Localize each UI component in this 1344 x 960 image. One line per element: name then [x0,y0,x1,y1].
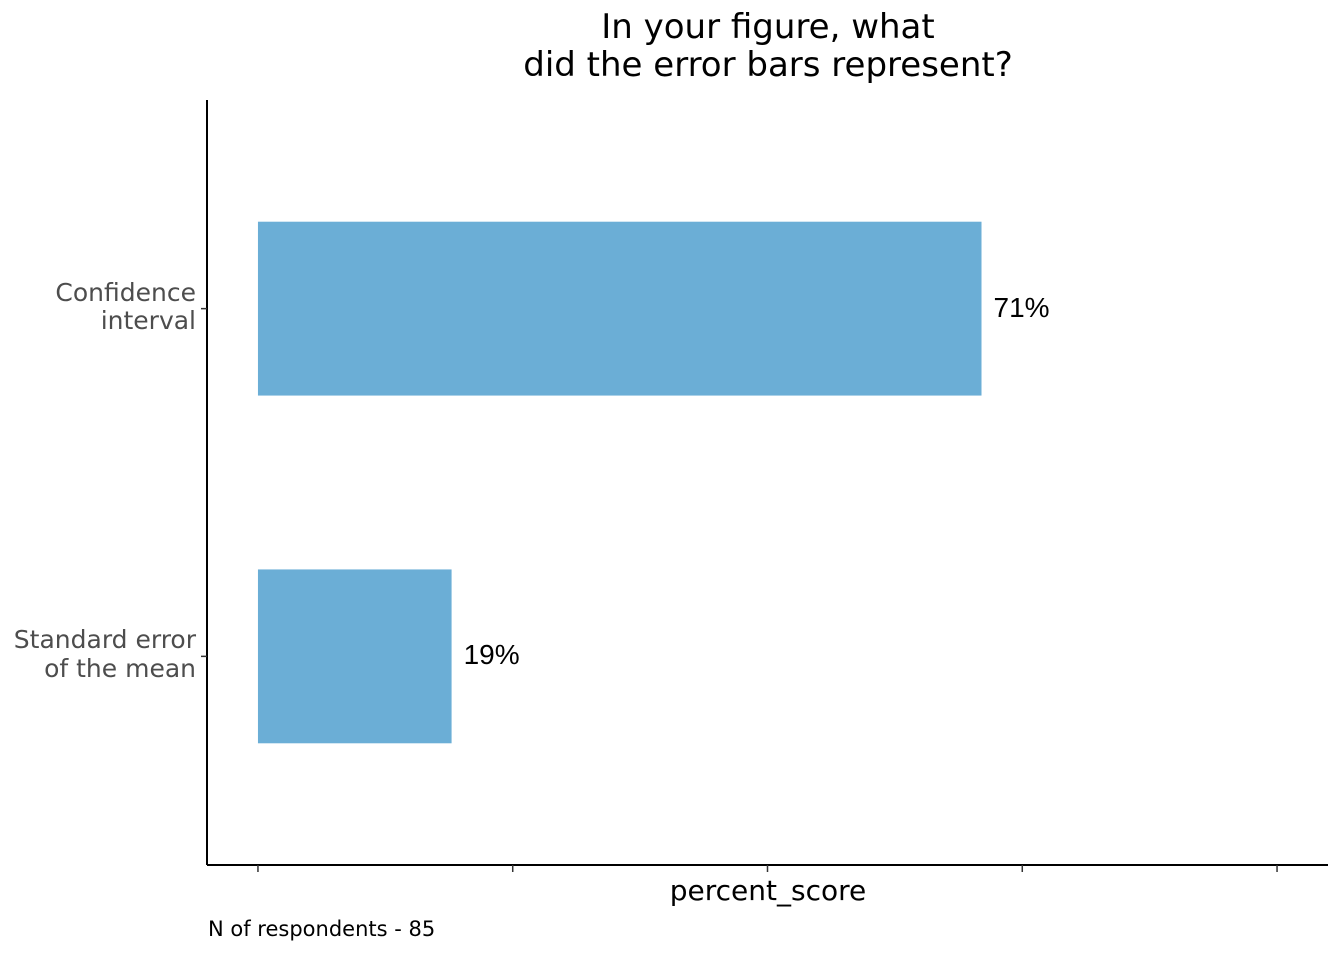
value-label: 19% [463,639,520,671]
x-axis-label: percent_score [669,874,867,907]
bar [257,221,982,396]
caption: N of respondents - 85 [208,917,436,941]
bar [257,569,452,744]
y-tick-label: Confidence interval [55,277,196,336]
y-tick-label: Standard error of the mean [13,625,196,684]
value-label: 71% [993,291,1050,323]
chart-title: In your figure, what did the error bars … [523,7,1013,86]
